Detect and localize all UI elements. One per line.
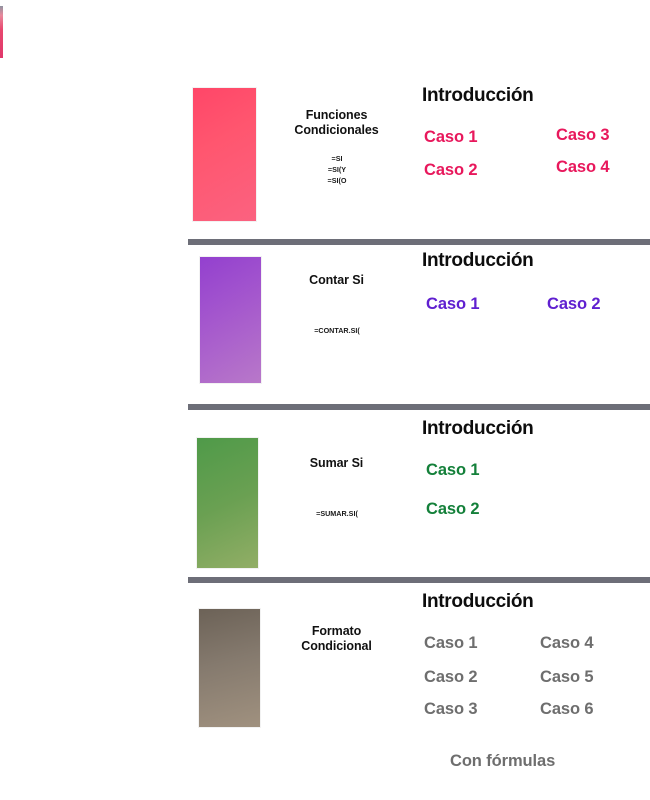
- formula-list-contar-si: =CONTAR.SI(: [272, 325, 402, 336]
- section-title-contar-si: Contar Si: [265, 273, 408, 288]
- section-title-formato-condicional: Formato Condicional: [265, 624, 408, 654]
- section-divider-3: [188, 577, 650, 583]
- case-link-caso-4-funciones-condicionales[interactable]: Caso 4: [556, 158, 610, 176]
- case-link-caso-5-formato-condicional[interactable]: Caso 5: [540, 668, 594, 686]
- formula-list-sumar-si: =SUMAR.SI(: [272, 508, 402, 519]
- formula-item: =CONTAR.SI(: [314, 326, 360, 335]
- intro-link-funciones-condicionales[interactable]: Introducción: [422, 85, 534, 106]
- section-title-line-1: Funciones: [305, 108, 368, 122]
- section-funciones-condicionales: Funciones Condicionales =SI =SI(Y =SI(O …: [0, 0, 650, 245]
- section-title-sumar-si: Sumar Si: [265, 456, 408, 471]
- section-title-line-2: Condicionales: [294, 123, 379, 137]
- section-divider-2: [188, 404, 650, 410]
- intro-link-formato-condicional[interactable]: Introducción: [422, 591, 534, 612]
- case-link-caso-3-funciones-condicionales[interactable]: Caso 3: [556, 126, 610, 144]
- case-link-caso-1-contar-si[interactable]: Caso 1: [426, 295, 480, 313]
- con-formulas-link[interactable]: Con fórmulas: [450, 752, 556, 770]
- case-link-caso-1-sumar-si[interactable]: Caso 1: [426, 461, 480, 479]
- formula-item: =SUMAR.SI(: [316, 509, 358, 518]
- section-title-line-1: Formato: [311, 624, 362, 638]
- section-formato-condicional: Formato Condicional Introducción Caso 1 …: [0, 0, 650, 770]
- section-color-swatch-formato-condicional: [198, 608, 261, 728]
- case-link-caso-2-sumar-si[interactable]: Caso 2: [426, 500, 480, 518]
- section-divider-1: [188, 239, 650, 245]
- section-title-funciones-condicionales: Funciones Condicionales: [265, 108, 408, 138]
- case-link-caso-3-formato-condicional[interactable]: Caso 3: [424, 700, 478, 718]
- intro-link-contar-si[interactable]: Introducción: [422, 250, 534, 271]
- case-link-caso-2-funciones-condicionales[interactable]: Caso 2: [424, 161, 478, 179]
- section-title-line-1: Sumar Si: [309, 456, 364, 470]
- intro-link-sumar-si[interactable]: Introducción: [422, 418, 534, 439]
- formula-item: =SI: [331, 154, 343, 163]
- section-color-swatch-sumar-si: [196, 437, 259, 569]
- case-link-caso-1-funciones-condicionales[interactable]: Caso 1: [424, 128, 478, 146]
- left-edge-accent-sliver: [0, 6, 3, 58]
- formula-item: =SI(O: [327, 176, 347, 185]
- formula-list-funciones-condicionales: =SI =SI(Y =SI(O: [272, 153, 402, 186]
- formula-item: =SI(Y: [327, 165, 347, 174]
- section-title-line-1: Contar Si: [309, 273, 364, 287]
- case-link-caso-2-formato-condicional[interactable]: Caso 2: [424, 668, 478, 686]
- case-link-caso-6-formato-condicional[interactable]: Caso 6: [540, 700, 594, 718]
- section-color-swatch-funciones-condicionales: [192, 87, 257, 222]
- section-title-line-2: Condicional: [301, 639, 372, 653]
- section-contar-si: Contar Si =CONTAR.SI( Introducción Caso …: [0, 0, 650, 410]
- section-sumar-si: Sumar Si =SUMAR.SI( Introducción Caso 1 …: [0, 0, 650, 583]
- case-link-caso-1-formato-condicional[interactable]: Caso 1: [424, 634, 478, 652]
- case-link-caso-4-formato-condicional[interactable]: Caso 4: [540, 634, 594, 652]
- section-color-swatch-contar-si: [199, 256, 262, 384]
- case-link-caso-2-contar-si[interactable]: Caso 2: [547, 295, 601, 313]
